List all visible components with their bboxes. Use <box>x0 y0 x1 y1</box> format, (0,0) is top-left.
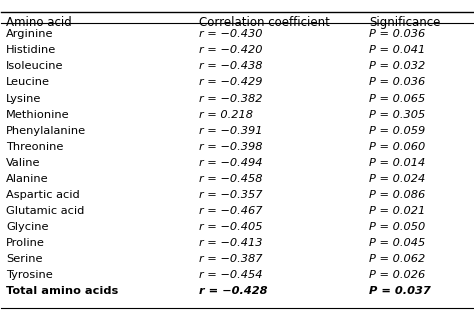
Text: r = −0.438: r = −0.438 <box>199 61 263 71</box>
Text: Lysine: Lysine <box>6 94 42 104</box>
Text: Amino acid: Amino acid <box>6 16 72 29</box>
Text: Correlation coefficient: Correlation coefficient <box>199 16 330 29</box>
Text: Valine: Valine <box>6 158 41 168</box>
Text: Leucine: Leucine <box>6 77 50 87</box>
Text: r = −0.428: r = −0.428 <box>199 286 268 296</box>
Text: r = −0.405: r = −0.405 <box>199 222 263 232</box>
Text: Glutamic acid: Glutamic acid <box>6 206 84 216</box>
Text: r = −0.357: r = −0.357 <box>199 190 263 200</box>
Text: Significance: Significance <box>369 16 440 29</box>
Text: r = −0.420: r = −0.420 <box>199 45 263 55</box>
Text: Threonine: Threonine <box>6 142 64 152</box>
Text: Methionine: Methionine <box>6 110 70 119</box>
Text: P = 0.086: P = 0.086 <box>369 190 425 200</box>
Text: Serine: Serine <box>6 254 43 264</box>
Text: P = 0.062: P = 0.062 <box>369 254 425 264</box>
Text: P = 0.305: P = 0.305 <box>369 110 425 119</box>
Text: P = 0.037: P = 0.037 <box>369 286 431 296</box>
Text: Total amino acids: Total amino acids <box>6 286 118 296</box>
Text: r = 0.218: r = 0.218 <box>199 110 253 119</box>
Text: r = −0.391: r = −0.391 <box>199 126 263 136</box>
Text: P = 0.050: P = 0.050 <box>369 222 425 232</box>
Text: P = 0.021: P = 0.021 <box>369 206 425 216</box>
Text: r = −0.398: r = −0.398 <box>199 142 263 152</box>
Text: Tyrosine: Tyrosine <box>6 271 53 280</box>
Text: Phenylalanine: Phenylalanine <box>6 126 86 136</box>
Text: P = 0.060: P = 0.060 <box>369 142 425 152</box>
Text: r = −0.458: r = −0.458 <box>199 174 263 184</box>
Text: r = −0.454: r = −0.454 <box>199 271 263 280</box>
Text: P = 0.036: P = 0.036 <box>369 29 425 39</box>
Text: P = 0.014: P = 0.014 <box>369 158 425 168</box>
Text: r = −0.467: r = −0.467 <box>199 206 263 216</box>
Text: Glycine: Glycine <box>6 222 49 232</box>
Text: Isoleucine: Isoleucine <box>6 61 64 71</box>
Text: P = 0.026: P = 0.026 <box>369 271 425 280</box>
Text: P = 0.032: P = 0.032 <box>369 61 425 71</box>
Text: r = −0.413: r = −0.413 <box>199 238 263 248</box>
Text: P = 0.024: P = 0.024 <box>369 174 425 184</box>
Text: r = −0.429: r = −0.429 <box>199 77 263 87</box>
Text: Proline: Proline <box>6 238 45 248</box>
Text: Histidine: Histidine <box>6 45 56 55</box>
Text: r = −0.494: r = −0.494 <box>199 158 263 168</box>
Text: P = 0.041: P = 0.041 <box>369 45 425 55</box>
Text: Arginine: Arginine <box>6 29 54 39</box>
Text: r = −0.382: r = −0.382 <box>199 94 263 104</box>
Text: P = 0.036: P = 0.036 <box>369 77 425 87</box>
Text: r = −0.430: r = −0.430 <box>199 29 263 39</box>
Text: P = 0.045: P = 0.045 <box>369 238 425 248</box>
Text: Aspartic acid: Aspartic acid <box>6 190 80 200</box>
Text: Alanine: Alanine <box>6 174 49 184</box>
Text: P = 0.059: P = 0.059 <box>369 126 425 136</box>
Text: P = 0.065: P = 0.065 <box>369 94 425 104</box>
Text: r = −0.387: r = −0.387 <box>199 254 263 264</box>
